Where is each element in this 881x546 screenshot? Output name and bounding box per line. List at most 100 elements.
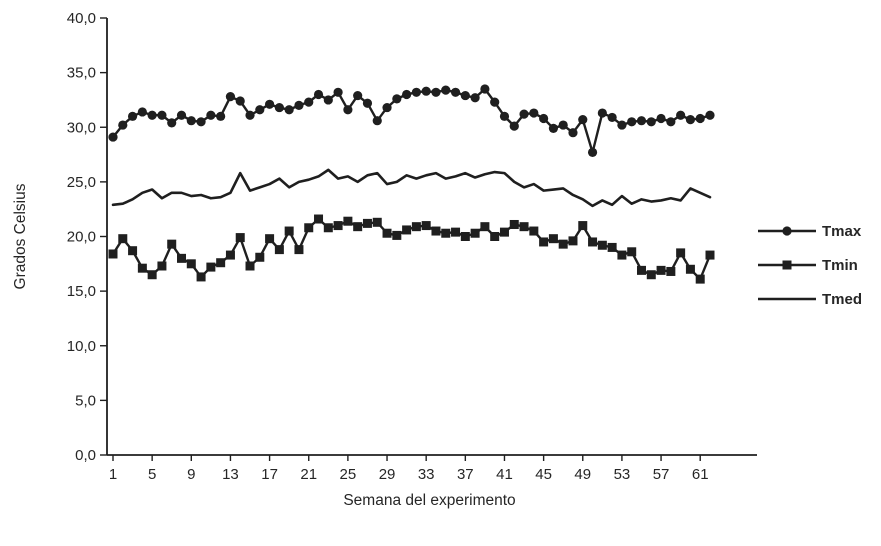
data-point-circle	[264, 99, 275, 109]
data-point-circle	[587, 147, 598, 157]
data-point-circle	[607, 112, 617, 123]
data-point-circle	[490, 97, 500, 107]
data-point-square	[431, 226, 441, 236]
data-point-circle	[539, 113, 549, 124]
data-point-square	[314, 214, 324, 224]
axes	[106, 18, 757, 456]
data-point-circle	[176, 110, 187, 120]
data-point-square	[225, 250, 235, 260]
data-point-circle	[255, 105, 265, 115]
series-tmed	[111, 168, 712, 208]
data-point-square	[705, 250, 715, 260]
data-point-circle	[313, 89, 324, 100]
data-point-square	[323, 223, 333, 233]
data-point-square	[333, 221, 343, 231]
data-point-square	[627, 247, 637, 257]
data-point-circle	[137, 107, 147, 117]
x-tick-label: 49	[574, 466, 591, 483]
data-point-square	[568, 236, 578, 246]
data-point-square	[490, 232, 500, 241]
data-point-square	[480, 222, 490, 232]
data-point-square	[685, 264, 695, 274]
data-point-square	[382, 228, 392, 238]
x-tick-label: 17	[261, 466, 278, 483]
legend-item-tmin: Tmin	[758, 257, 858, 274]
data-point-square	[157, 261, 167, 271]
data-point-square	[177, 253, 187, 263]
x-tick-label: 45	[535, 466, 552, 483]
x-tick-label: 37	[457, 466, 474, 483]
data-point-square	[118, 234, 128, 244]
data-point-circle	[705, 110, 715, 120]
data-point-square	[343, 216, 353, 226]
data-point-square	[255, 252, 265, 262]
data-point-circle	[666, 117, 676, 127]
data-point-square	[235, 233, 245, 243]
data-point-square	[460, 232, 470, 241]
data-point-circle	[568, 128, 578, 138]
data-point-circle	[294, 100, 304, 110]
data-point-circle	[529, 108, 539, 118]
x-axis-title: Semana del experimento	[343, 492, 515, 509]
data-point-square	[470, 228, 480, 238]
data-point-square	[186, 259, 196, 269]
data-point-circle	[782, 226, 792, 236]
y-tick-label: 40,0	[67, 10, 96, 27]
y-tick-label: 30,0	[67, 119, 96, 136]
data-point-square	[362, 218, 372, 228]
data-point-circle	[499, 111, 510, 121]
data-point-square	[782, 260, 792, 270]
data-point-circle	[421, 86, 431, 96]
data-point-circle	[480, 84, 490, 94]
data-point-square	[353, 222, 363, 232]
x-tick-label: 61	[692, 466, 709, 483]
data-point-square	[206, 262, 216, 272]
series-line-tmed	[111, 168, 712, 208]
data-point-circle	[343, 105, 353, 115]
x-tick-label: 57	[653, 466, 670, 483]
data-point-circle	[509, 121, 519, 131]
data-point-square	[128, 246, 138, 256]
series-line-tmin	[111, 217, 712, 281]
data-point-square	[656, 265, 666, 275]
data-point-square	[441, 228, 451, 238]
data-point-circle	[127, 111, 138, 121]
data-point-circle	[548, 123, 559, 133]
data-point-square	[548, 234, 558, 244]
data-point-circle	[304, 97, 314, 107]
data-point-square	[499, 227, 509, 237]
data-point-circle	[460, 90, 470, 101]
data-point-circle	[284, 105, 294, 115]
data-point-circle	[470, 93, 480, 103]
data-point-circle	[656, 113, 666, 124]
data-point-circle	[450, 87, 461, 97]
data-point-square	[108, 249, 118, 259]
data-point-square	[539, 237, 549, 247]
data-point-circle	[685, 115, 696, 125]
data-point-square	[558, 239, 568, 249]
data-point-circle	[578, 115, 588, 125]
y-tick-label: 20,0	[67, 229, 96, 246]
x-tick-label: 5	[148, 466, 156, 483]
data-point-circle	[206, 110, 216, 120]
data-point-circle	[431, 87, 441, 97]
data-point-square	[245, 261, 255, 271]
data-point-square	[402, 225, 412, 235]
data-point-square	[196, 272, 206, 282]
x-tick-label: 1	[109, 466, 117, 483]
y-tick-label: 0,0	[75, 447, 96, 464]
data-point-square	[421, 221, 431, 231]
data-point-circle	[333, 87, 343, 97]
data-point-square	[529, 226, 539, 236]
data-point-square	[695, 274, 705, 284]
x-tick-label: 33	[418, 466, 435, 483]
data-point-square	[509, 219, 519, 229]
data-point-square	[646, 270, 656, 280]
data-point-square	[167, 239, 177, 249]
data-point-circle	[147, 110, 157, 120]
x-tick-label: 13	[222, 466, 239, 483]
data-point-circle	[362, 98, 373, 108]
series-tmin	[108, 214, 715, 284]
